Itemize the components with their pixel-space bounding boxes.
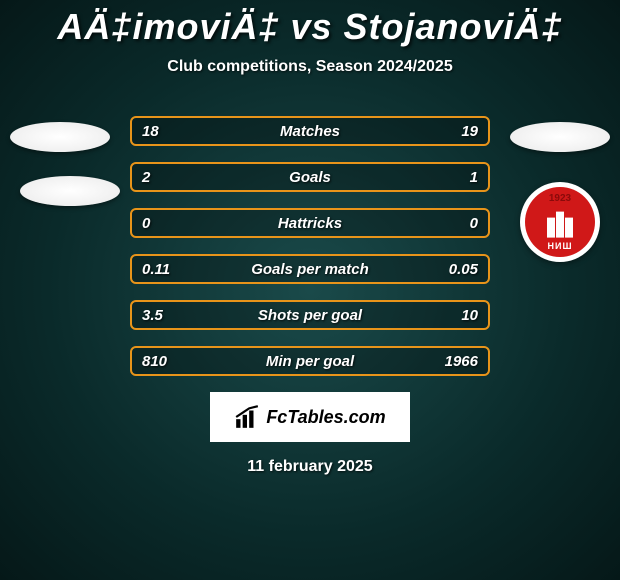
emblem-castle-icon bbox=[547, 212, 573, 238]
brand-text: FcTables.com bbox=[266, 407, 385, 428]
stat-row-goals-per-match: 0.11 Goals per match 0.05 bbox=[130, 254, 490, 284]
stat-label: Goals bbox=[188, 169, 432, 186]
emblem-year: 1923 bbox=[549, 193, 571, 204]
page-title: AÄ‡imoviÄ‡ vs StojanoviÄ‡ bbox=[0, 0, 620, 48]
stat-row-hattricks: 0 Hattricks 0 bbox=[130, 208, 490, 238]
club-emblem: 1923 НИШ bbox=[520, 182, 600, 262]
stat-left: 0.11 bbox=[142, 261, 188, 278]
stat-left: 810 bbox=[142, 353, 188, 370]
footer-date: 11 february 2025 bbox=[0, 458, 620, 476]
player-badge-right-1 bbox=[510, 122, 610, 152]
emblem-band: НИШ bbox=[525, 241, 595, 251]
chart-icon bbox=[234, 404, 260, 430]
subtitle: Club competitions, Season 2024/2025 bbox=[0, 58, 620, 76]
stat-left: 2 bbox=[142, 169, 188, 186]
stat-right: 0 bbox=[432, 215, 478, 232]
stat-label: Matches bbox=[188, 123, 432, 140]
stat-right: 0.05 bbox=[432, 261, 478, 278]
player-badge-left-1 bbox=[10, 122, 110, 152]
stat-left: 18 bbox=[142, 123, 188, 140]
stat-label: Hattricks bbox=[188, 215, 432, 232]
stat-label: Shots per goal bbox=[188, 307, 432, 324]
stat-right: 1 bbox=[432, 169, 478, 186]
stat-right: 1966 bbox=[432, 353, 478, 370]
brand-footer[interactable]: FcTables.com bbox=[210, 392, 410, 442]
stat-row-shots-per-goal: 3.5 Shots per goal 10 bbox=[130, 300, 490, 330]
stat-right: 10 bbox=[432, 307, 478, 324]
stat-row-goals: 2 Goals 1 bbox=[130, 162, 490, 192]
stat-label: Goals per match bbox=[188, 261, 432, 278]
stat-row-min-per-goal: 810 Min per goal 1966 bbox=[130, 346, 490, 376]
stats-table: 18 Matches 19 2 Goals 1 0 Hattricks 0 0.… bbox=[130, 116, 490, 376]
stat-left: 3.5 bbox=[142, 307, 188, 324]
stat-label: Min per goal bbox=[188, 353, 432, 370]
stat-left: 0 bbox=[142, 215, 188, 232]
stat-right: 19 bbox=[432, 123, 478, 140]
player-badge-left-2 bbox=[20, 176, 120, 206]
stat-row-matches: 18 Matches 19 bbox=[130, 116, 490, 146]
